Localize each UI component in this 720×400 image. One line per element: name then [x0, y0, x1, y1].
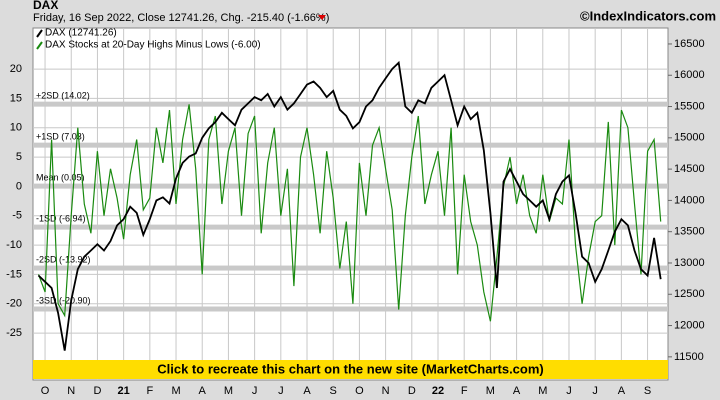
legend-label: DAX Stocks at 20-Day Highs Minus Lows (-…: [45, 40, 261, 51]
sd-band-label: +1SD (7.03): [36, 132, 85, 142]
y2-tick-label: 14500: [674, 163, 705, 175]
x-tick-label: A: [618, 385, 626, 397]
y2-tick-label: 14000: [674, 194, 705, 206]
y-tick-label: 10: [10, 122, 22, 134]
x-tick-label: O: [355, 385, 364, 397]
y2-tick-label: 12000: [674, 319, 705, 331]
x-tick-label: D: [408, 385, 416, 397]
legend-label: DAX (12741.26): [45, 28, 117, 39]
down-arrow: [318, 15, 326, 20]
y2-tick-label: 13500: [674, 226, 705, 238]
y-tick-label: -15: [6, 268, 22, 280]
legend-swatch: [36, 41, 43, 50]
y-tick-label: -20: [6, 298, 22, 310]
x-tick-label: O: [41, 385, 50, 397]
series-line: [37, 60, 662, 351]
y-tick-label: -25: [6, 327, 22, 339]
sd-band-label: -2SD (-13.92): [36, 254, 91, 264]
x-tick-label: S: [330, 385, 337, 397]
y-tick-label: -5: [12, 210, 22, 222]
credit: ©IndexIndicators.com: [580, 8, 716, 23]
sd-band: [33, 306, 668, 312]
x-tick-label: S: [644, 385, 651, 397]
y2-tick-label: 11500: [674, 351, 704, 363]
y2-tick-label: 13000: [674, 257, 705, 269]
chart-title: DAX: [33, 0, 58, 12]
sd-band-label: -3SD (-20.90): [36, 295, 91, 305]
chart-subtitle: Friday, 16 Sep 2022, Close 12741.26, Chg…: [33, 12, 329, 24]
x-tick-label: N: [67, 385, 75, 397]
sd-band-label: Mean (0.05): [36, 172, 85, 182]
x-tick-label: J: [252, 385, 258, 397]
x-tick-label: M: [538, 385, 547, 397]
sd-band: [33, 224, 668, 230]
y2-tick-label: 12500: [674, 288, 705, 300]
x-tick-label: 22: [432, 385, 444, 397]
y-tick-label: 5: [16, 151, 22, 163]
y-tick-label: 15: [10, 92, 22, 104]
x-tick-label: N: [382, 385, 390, 397]
sd-band: [33, 142, 668, 148]
sd-band-label: +2SD (14.02): [36, 91, 90, 101]
y-tick-label: 0: [16, 180, 22, 192]
sd-band: [33, 183, 668, 189]
x-tick-label: A: [303, 385, 311, 397]
banner-link[interactable]: Click to recreate this chart on the new …: [33, 360, 668, 379]
x-tick-label: M: [224, 385, 233, 397]
y2-tick-label: 16000: [674, 69, 705, 81]
sd-band-label: -1SD (-6.94): [36, 213, 86, 223]
x-tick-label: J: [592, 385, 598, 397]
x-tick-label: 21: [118, 385, 130, 397]
y-tick-label: -10: [6, 239, 22, 251]
series-line: [37, 104, 662, 322]
x-tick-label: A: [513, 385, 521, 397]
x-tick-label: J: [566, 385, 572, 397]
x-tick-label: D: [93, 385, 101, 397]
y2-tick-label: 15000: [674, 132, 705, 144]
legend-swatch: [36, 29, 43, 38]
y2-tick-label: 16500: [674, 38, 705, 50]
x-tick-label: F: [146, 385, 153, 397]
x-tick-label: J: [278, 385, 284, 397]
y2-tick-label: 15500: [674, 100, 705, 112]
x-tick-label: M: [486, 385, 495, 397]
banner[interactable]: [33, 360, 668, 379]
x-tick-label: A: [199, 385, 207, 397]
x-tick-label: M: [171, 385, 180, 397]
banner-text[interactable]: Click to recreate this chart on the new …: [157, 361, 544, 376]
x-tick-label: F: [461, 385, 468, 397]
sd-band: [33, 101, 668, 107]
y-tick-label: 20: [10, 63, 22, 75]
